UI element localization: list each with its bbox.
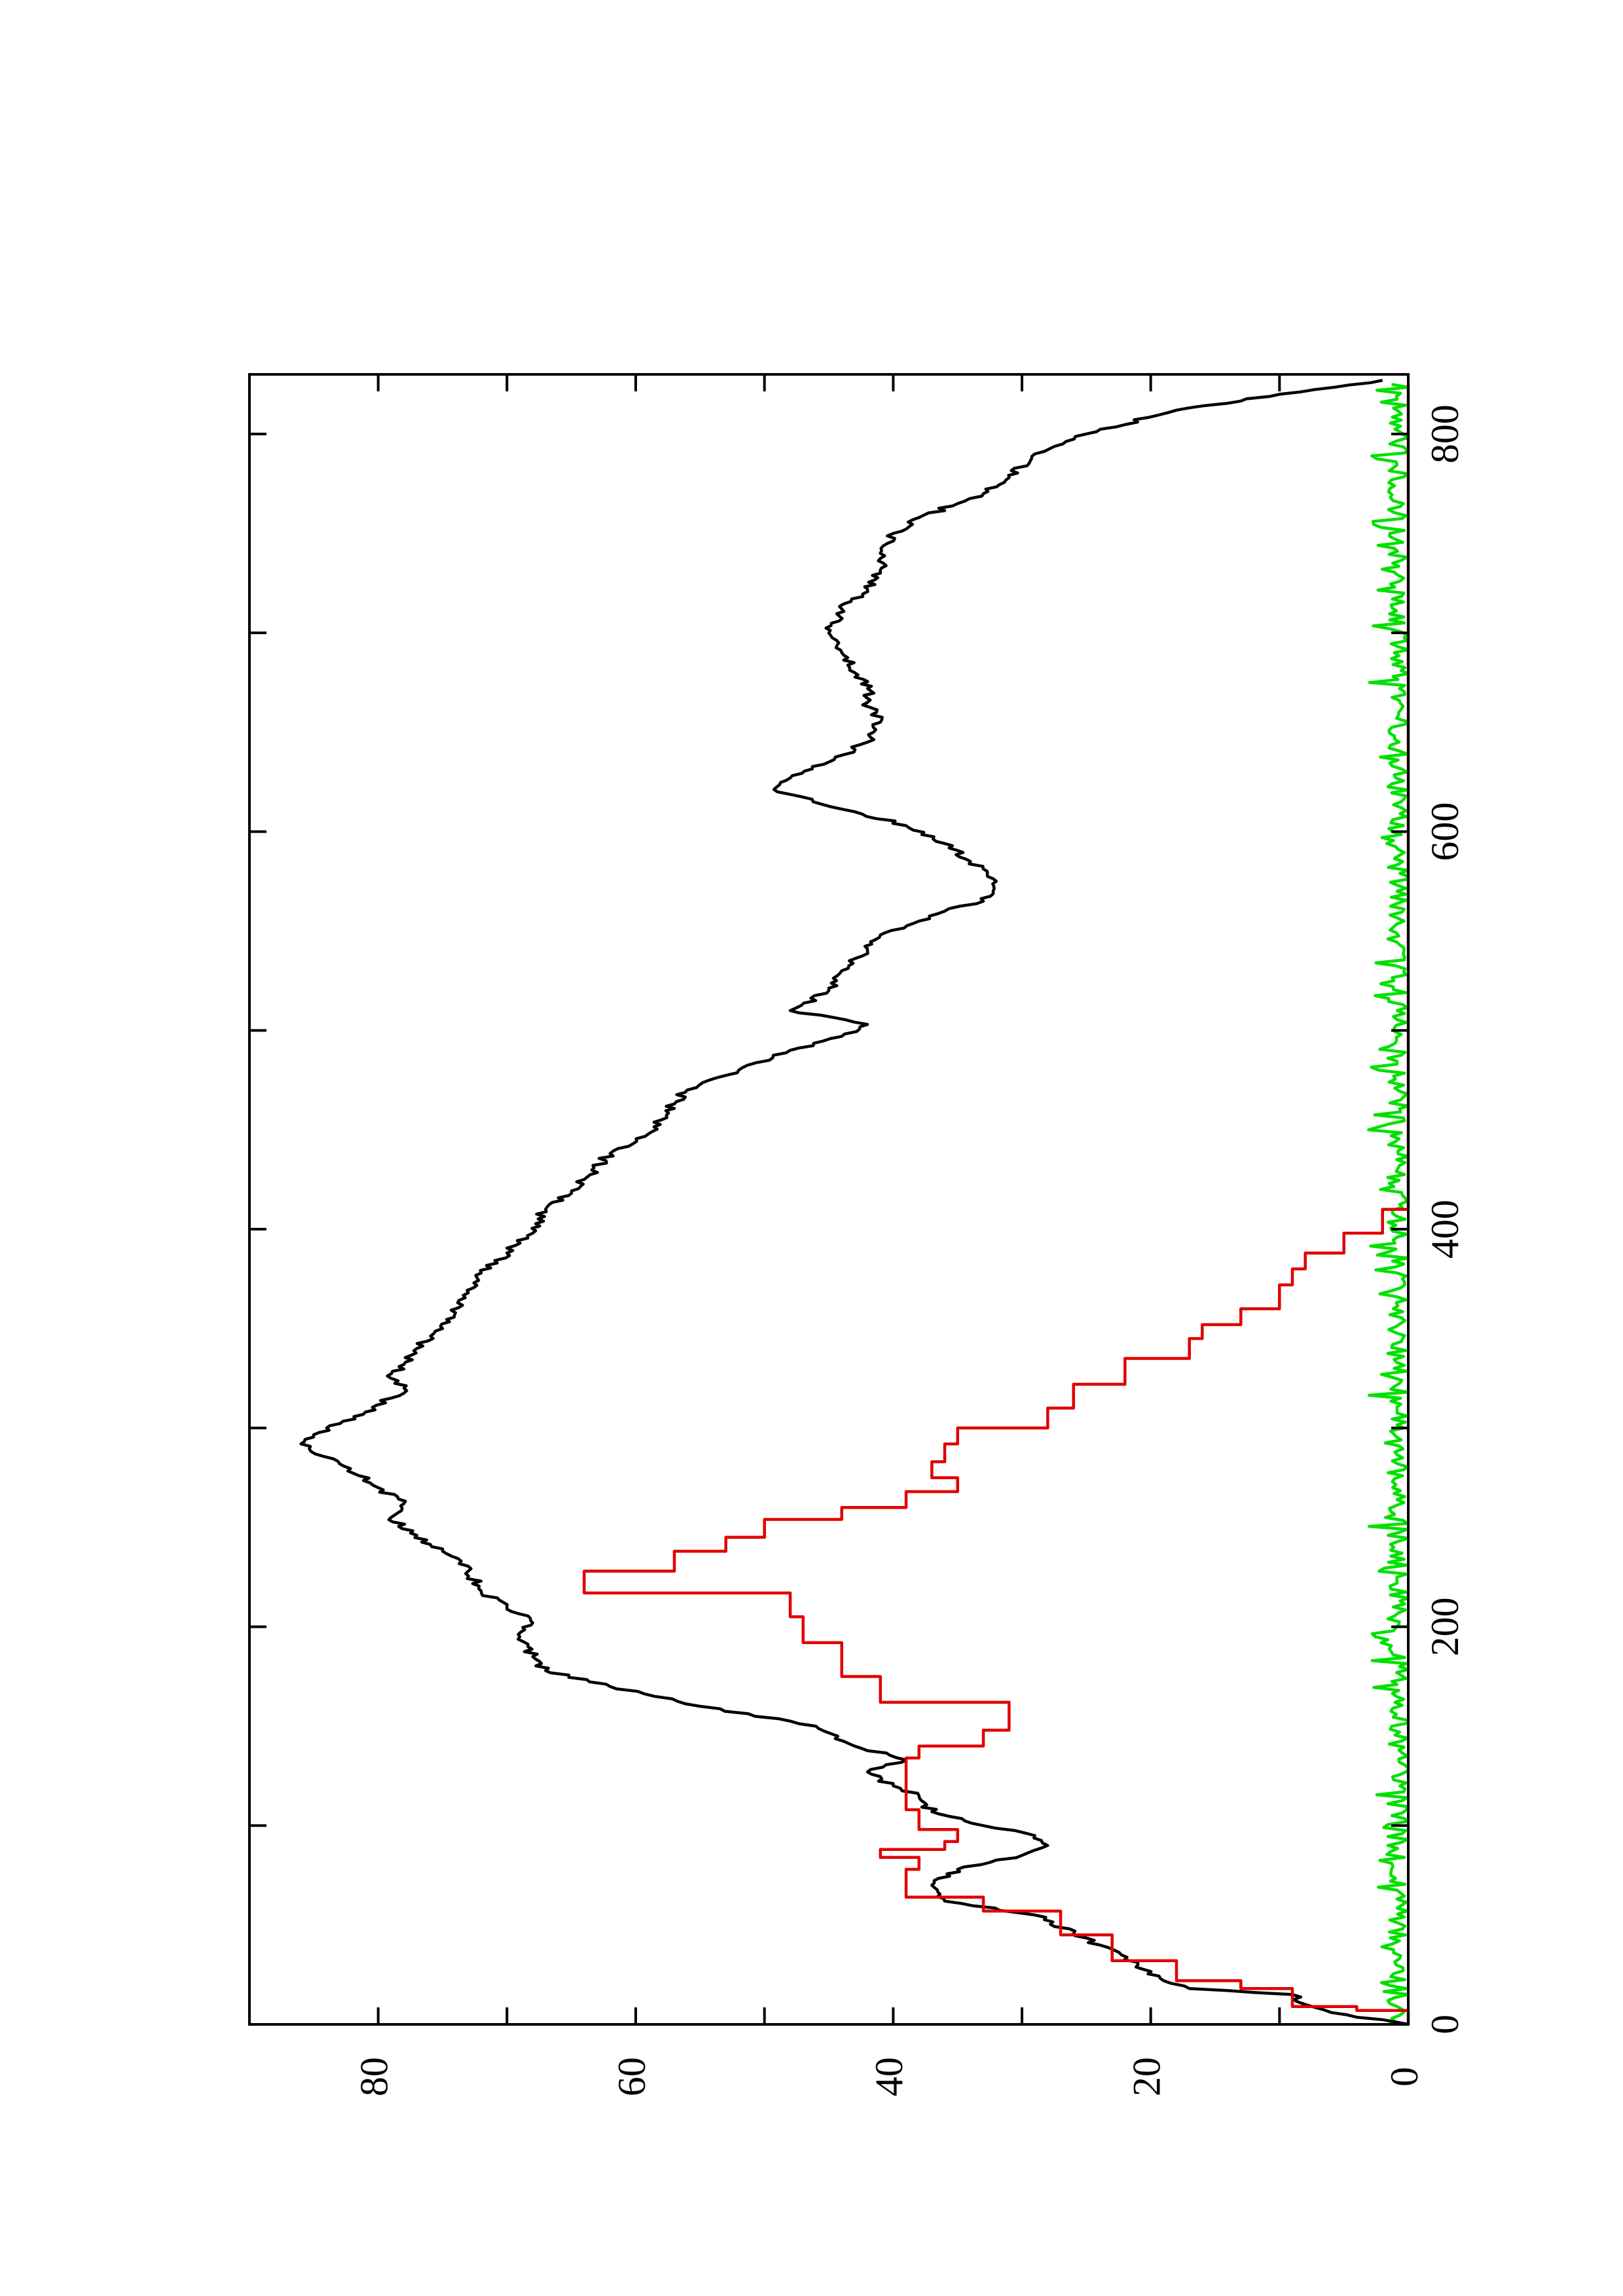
y-tick-label: 20 <box>1125 2057 1168 2096</box>
tick-layer: 0 200 400 600 800 0 20 40 60 80 <box>249 374 1467 2096</box>
series-green-line <box>1367 382 1410 2026</box>
y-tick-label: 0 <box>1383 2067 1426 2087</box>
series-black-line <box>299 378 1409 2026</box>
x-tick-label: 600 <box>1423 802 1467 861</box>
y-tick-label: 60 <box>610 2057 653 2096</box>
x-tick-label: 400 <box>1423 1200 1467 1259</box>
x-tick-label: 800 <box>1423 404 1467 463</box>
y-tick-label: 80 <box>352 2057 395 2096</box>
x-tick-label: 200 <box>1423 1598 1467 1657</box>
y-tick-label: 40 <box>867 2057 911 2096</box>
plot-frame <box>248 373 1410 2026</box>
x-tick-label: 0 <box>1423 2015 1467 2034</box>
